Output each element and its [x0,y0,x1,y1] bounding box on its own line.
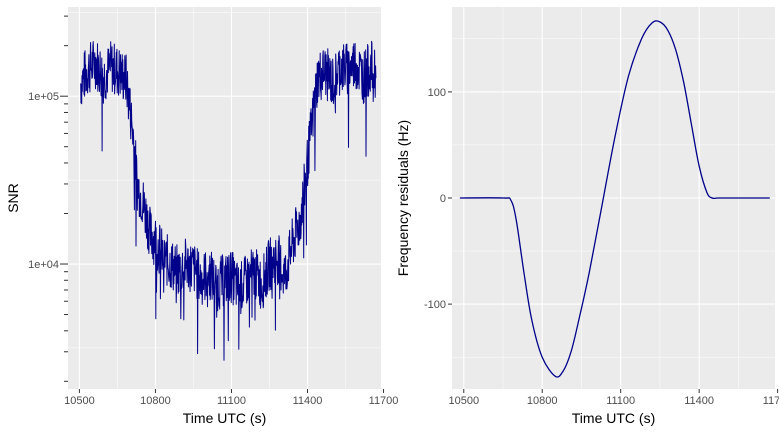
x-tick-label: 11700 [369,395,399,407]
x-tick-label: 11700 [763,395,779,407]
y-tick-label: 1e+04 [28,259,59,271]
x-tick-label: 10500 [448,395,479,407]
x-tick-label: 11400 [684,395,714,407]
y-tick-label: 100 [428,87,446,99]
snr-series-line [80,40,377,361]
x-tick-label: 11100 [606,395,635,407]
y-tick-label: 0 [440,193,446,205]
y-tick-label: -100 [424,299,446,311]
grid-lines [68,7,381,389]
x-axis-title: Time UTC (s) [183,410,266,426]
x-tick-label: 11100 [217,395,246,407]
x-tick-label: 11400 [293,395,323,407]
frequency-residuals-chart: 10500 10800 11100 11400 11700 -100 0 100 Time U… [395,7,779,426]
snr-chart: 10500 10800 11100 11400 11700 1e+04 1e+05 Time… [5,7,398,426]
residuals-series-line [459,20,770,378]
axes: 10500 10800 11100 11400 11700 1e+04 1e+05 [28,15,399,407]
x-tick-label: 10500 [64,395,95,407]
axes: 10500 10800 11100 11400 11700 -100 0 100 [424,87,779,407]
x-tick-label: 10800 [527,395,558,407]
y-axis-title: Frequency residuals (Hz) [395,120,411,276]
x-tick-label: 10800 [140,395,171,407]
y-tick-label: 1e+05 [28,91,59,103]
y-axis-title: SNR [5,183,21,213]
x-axis-title: Time UTC (s) [572,410,655,426]
